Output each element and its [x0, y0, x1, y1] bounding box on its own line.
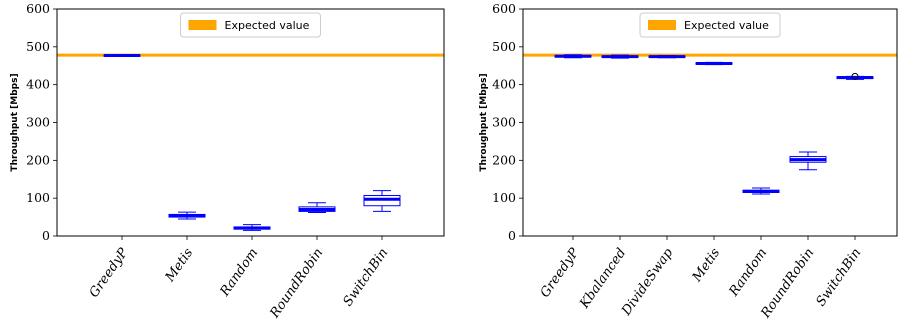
box-Kbalanced — [601, 54, 639, 59]
plot-frame — [522, 8, 898, 237]
x-tick-label-4: SwitchBin — [340, 246, 391, 310]
legend: Expected value — [639, 12, 781, 38]
legend: Expected value — [180, 12, 321, 38]
box-GreedyP — [103, 54, 141, 58]
chart-panel-2: 0 100 200 300 400 500 600 Throughput [Mbps] Gree… — [479, 1, 898, 322]
x-tick-label-6: SwitchBin — [813, 246, 864, 310]
legend-label: Expected value — [684, 19, 769, 32]
box-SwitchBin — [363, 190, 401, 212]
chart-panel-1: 0 100 200 300 400 500 600 Throughput [Mbps] Gree… — [10, 1, 445, 322]
plot-frame — [56, 8, 445, 237]
box-Metis — [695, 61, 733, 66]
flier-0 — [851, 72, 859, 80]
y-tick-label-2: 200 — [26, 152, 50, 167]
y-tick-label-0: 0 — [42, 228, 50, 243]
y-tick-label-6: 600 — [492, 1, 516, 16]
y-tick-label-2: 200 — [492, 152, 516, 167]
x-tick-label-2: Random — [217, 246, 261, 300]
box-RoundRobin — [789, 151, 827, 171]
x-tick-label-1: Kbalanced — [577, 246, 630, 312]
y-tick-label-0: 0 — [508, 228, 516, 243]
y-tick-label-1: 100 — [26, 190, 50, 205]
box-SwitchBin — [836, 72, 874, 80]
legend-frame — [639, 12, 781, 38]
legend-frame — [180, 12, 321, 38]
y-tick-label-1: 100 — [492, 190, 516, 205]
x-tick-label-1: Metis — [162, 245, 196, 285]
y-tick-label-5: 500 — [26, 39, 50, 54]
legend-swatch — [188, 20, 217, 30]
legend-swatch — [648, 20, 676, 30]
y-tick-label-6: 600 — [26, 1, 50, 16]
x-tick-label-4: Random — [726, 246, 770, 300]
y-axis-label: Throughput [Mbps] — [479, 73, 489, 171]
box-GreedyP — [554, 54, 592, 59]
x-tick-label-3: RoundRobin — [267, 246, 326, 322]
legend-label: Expected value — [225, 19, 310, 32]
x-tick-label-0: GreedyP — [87, 245, 132, 300]
box-Random — [742, 187, 780, 195]
box-DivideSwap — [648, 55, 686, 59]
x-tick-label-3: Metis — [689, 245, 723, 285]
y-tick-label-3: 300 — [492, 115, 516, 130]
box-Random — [233, 224, 271, 231]
y-tick-label-5: 500 — [492, 39, 516, 54]
box-Metis — [168, 211, 206, 220]
y-tick-label-4: 400 — [26, 77, 50, 92]
y-tick-label-4: 400 — [492, 77, 516, 92]
y-tick-label-3: 300 — [26, 115, 50, 130]
x-tick-label-0: GreedyP — [538, 245, 583, 300]
box-RoundRobin — [298, 202, 336, 214]
y-axis-label: Throughput [Mbps] — [10, 73, 20, 171]
